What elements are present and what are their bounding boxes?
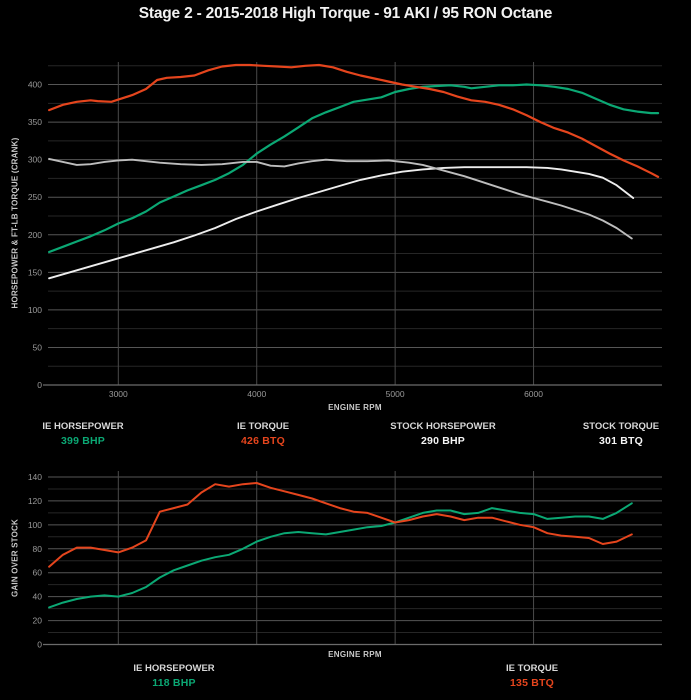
bottom-y-tick-label: 140 bbox=[28, 472, 42, 482]
top-y-tick-label: 350 bbox=[28, 117, 42, 127]
top-y-tick-label: 0 bbox=[37, 380, 42, 390]
legend-item-ie-horsepower-gain: IE HORSEPOWER 118 BHP bbox=[133, 663, 214, 689]
stock-torque-curve bbox=[48, 157, 633, 240]
bottom-x-axis-title: ENGINE RPM bbox=[328, 650, 382, 659]
legend-item-stock-horsepower: STOCK HORSEPOWER 290 BHP bbox=[390, 421, 495, 447]
top-x-tick-label: 3000 bbox=[109, 389, 128, 399]
bottom-y-tick-label: 60 bbox=[33, 568, 43, 578]
legend-value: 301 BTQ bbox=[599, 435, 643, 447]
ie-torque-gain-curve bbox=[48, 482, 633, 568]
legend-item-ie-horsepower: IE HORSEPOWER 399 BHP bbox=[42, 421, 123, 447]
stock-horsepower-curve bbox=[48, 166, 635, 280]
bottom-y-tick-label: 80 bbox=[33, 544, 43, 554]
legend-value: 426 BTQ bbox=[241, 435, 285, 447]
legend-item-stock-torque: STOCK TORQUE 301 BTQ bbox=[583, 421, 659, 447]
top-y-tick-label: 300 bbox=[28, 155, 42, 165]
bottom-y-tick-label: 40 bbox=[33, 592, 43, 602]
legend-label: STOCK HORSEPOWER bbox=[390, 421, 496, 432]
top-x-axis-title: ENGINE RPM bbox=[328, 403, 382, 412]
top-x-tick-label: 5000 bbox=[386, 389, 405, 399]
bottom-y-tick-label: 120 bbox=[28, 496, 42, 506]
legend-value: 118 BHP bbox=[152, 677, 196, 689]
chart-title: Stage 2 - 2015-2018 High Torque - 91 AKI… bbox=[138, 5, 553, 22]
top-y-tick-label: 50 bbox=[33, 342, 43, 352]
legend-label: IE HORSEPOWER bbox=[133, 663, 215, 674]
top-y-tick-label: 400 bbox=[28, 80, 42, 90]
legend-value: 399 BHP bbox=[60, 435, 106, 447]
legend-label: IE TORQUE bbox=[236, 421, 290, 432]
bottom-y-tick-label: 20 bbox=[33, 616, 43, 626]
top-y-tick-label: 250 bbox=[28, 192, 42, 202]
legend-item-ie-torque-gain: IE TORQUE 135 BTQ bbox=[506, 663, 558, 689]
legend-label: IE HORSEPOWER bbox=[42, 421, 124, 432]
top-y-tick-label: 100 bbox=[28, 305, 42, 315]
bottom-y-axis-title: GAIN OVER STOCK bbox=[10, 519, 20, 597]
top-x-tick-label: 4000 bbox=[247, 389, 266, 399]
top-y-axis-title: HORSEPOWER & FT-LB TORQUE (CRANK) bbox=[10, 137, 20, 309]
top-y-tick-label: 150 bbox=[28, 267, 42, 277]
top-y-tick-label: 200 bbox=[28, 230, 42, 240]
bottom-y-tick-label: 0 bbox=[37, 640, 42, 650]
bottom-y-tick-label: 100 bbox=[28, 520, 42, 530]
legend-label: IE TORQUE bbox=[505, 663, 559, 674]
legend-value: 135 BTQ bbox=[510, 677, 554, 689]
legend-label: STOCK TORQUE bbox=[582, 421, 660, 432]
legend-item-ie-torque: IE TORQUE 426 BTQ bbox=[237, 421, 289, 447]
ie-horsepower-gain-curve bbox=[48, 502, 633, 609]
ie-torque-curve bbox=[47, 63, 660, 178]
legend-value: 290 BHP bbox=[420, 435, 466, 447]
top-x-tick-label: 6000 bbox=[524, 389, 543, 399]
ie-horsepower-curve bbox=[47, 83, 660, 254]
